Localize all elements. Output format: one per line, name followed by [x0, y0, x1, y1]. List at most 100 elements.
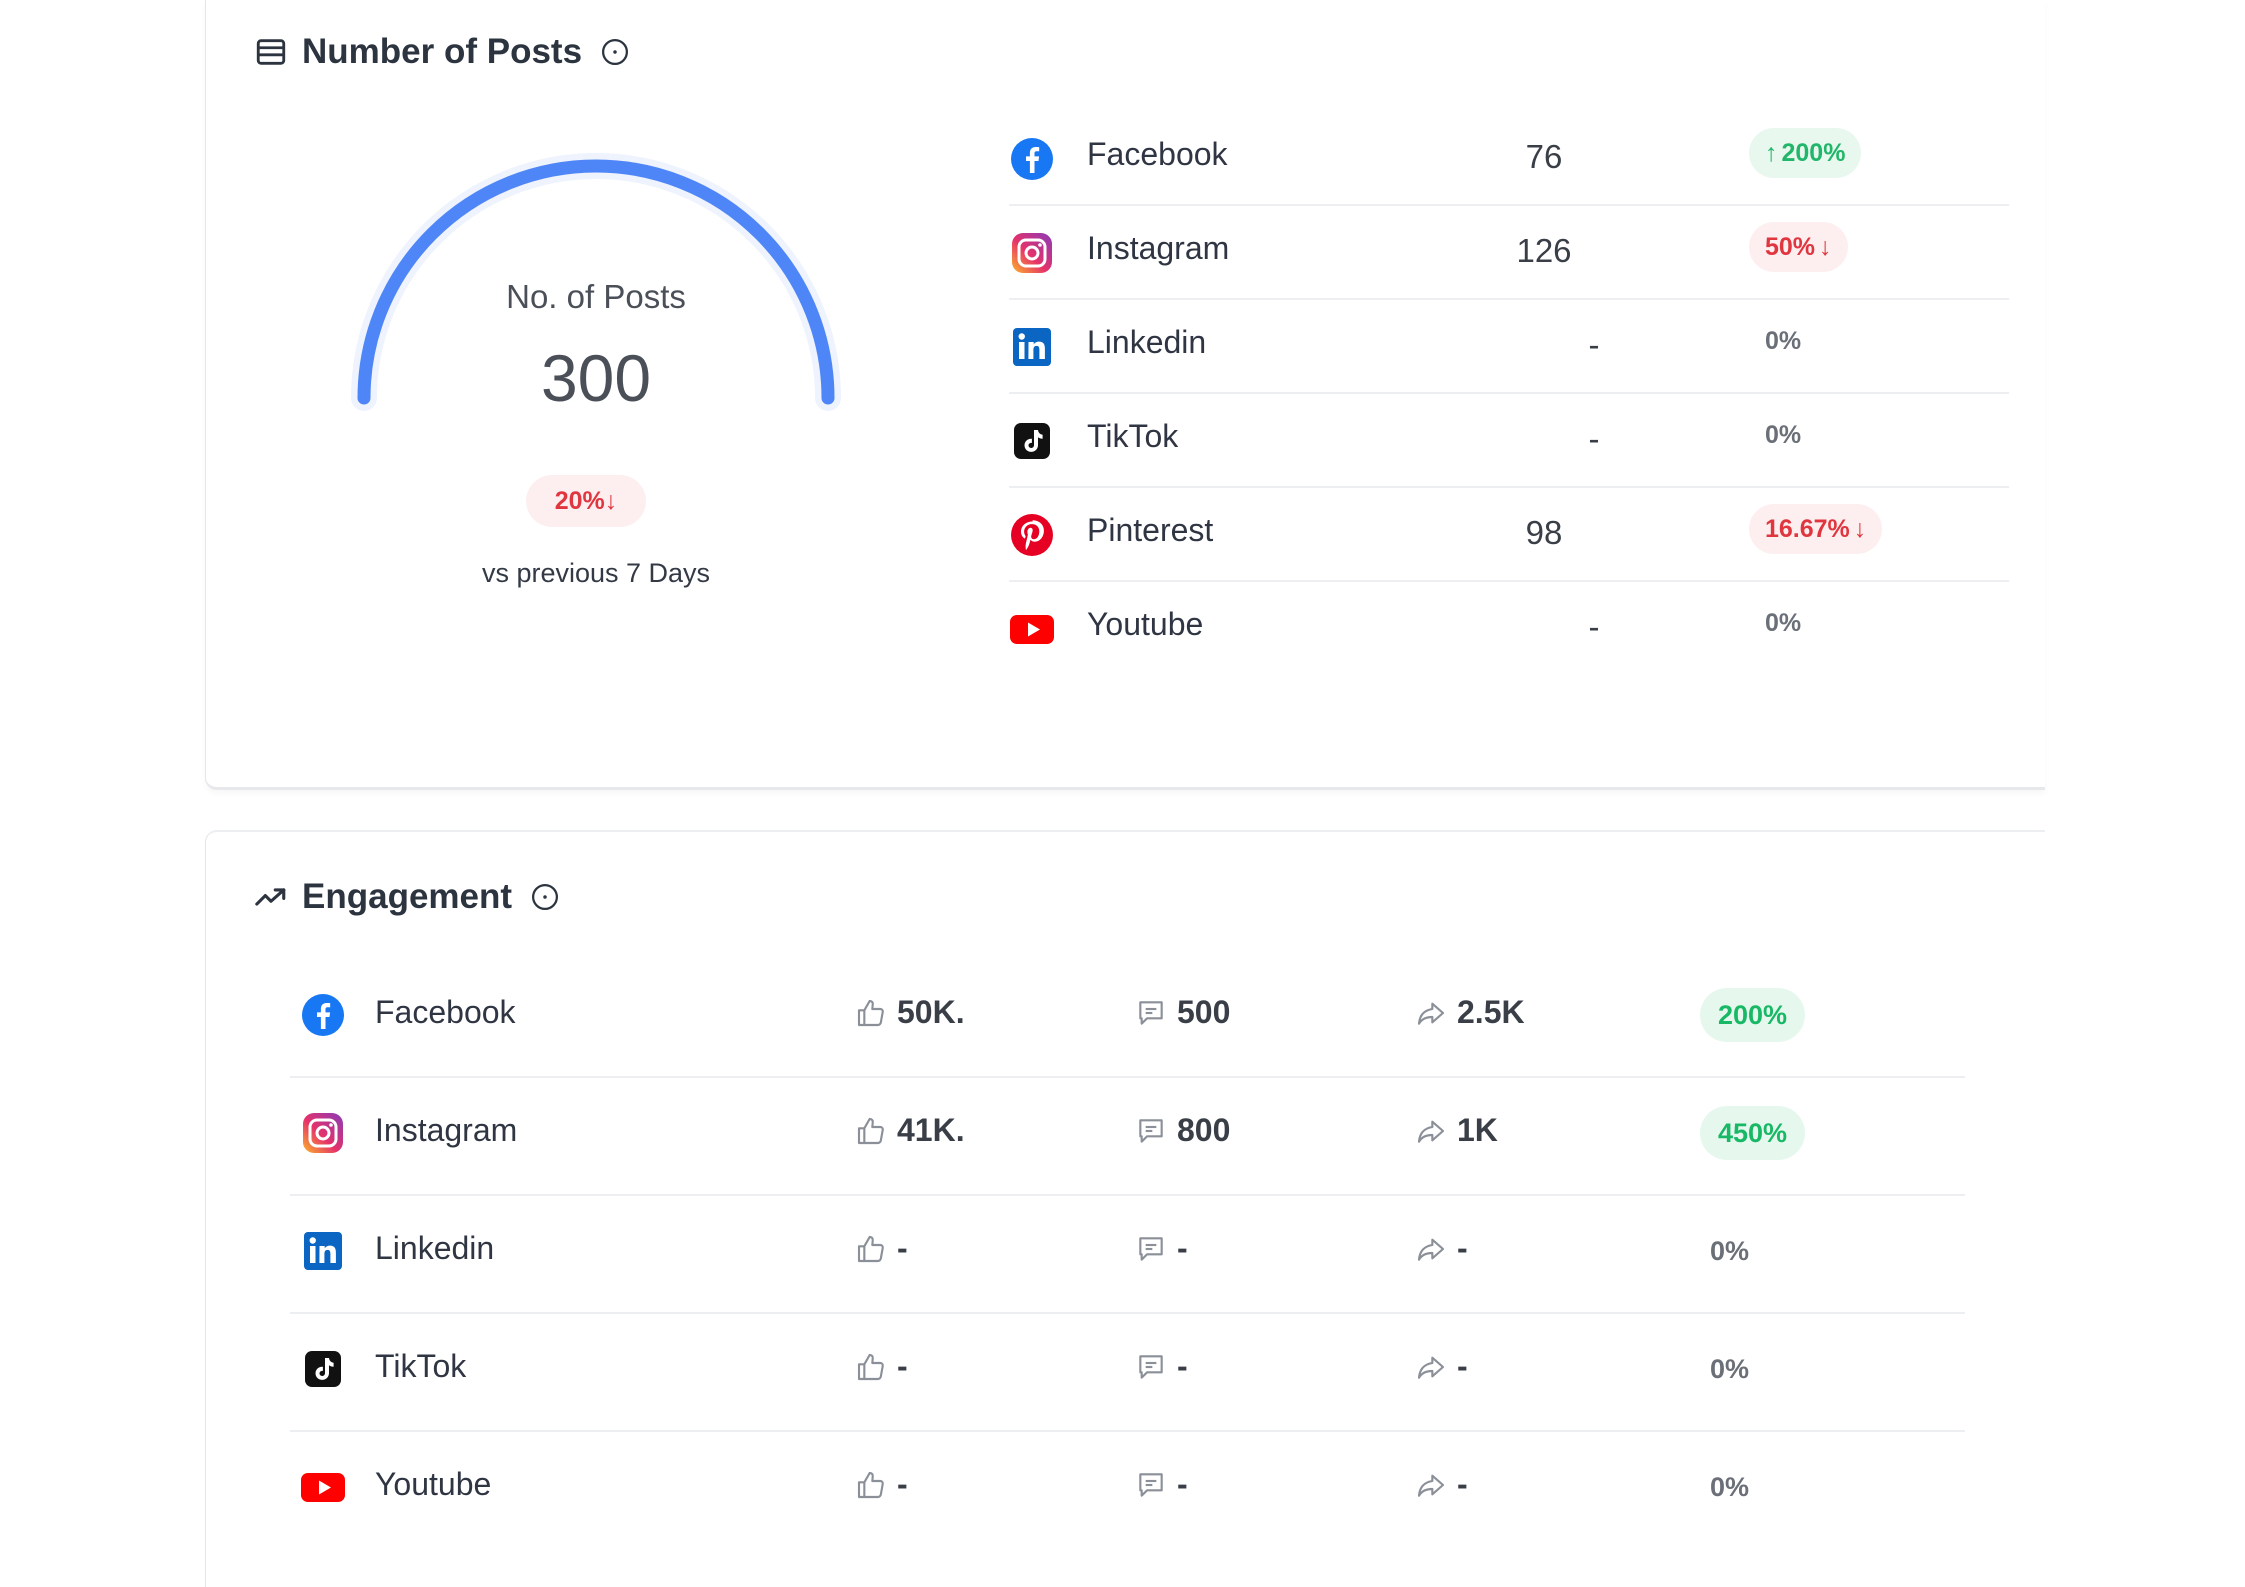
share-icon [1415, 1469, 1447, 1501]
info-icon[interactable] [600, 37, 630, 67]
gauge-value: 300 [540, 341, 652, 415]
comment-icon [1135, 1233, 1167, 1265]
post-count: - [1588, 608, 1600, 645]
platform-name: Instagram [375, 1112, 518, 1148]
change-badge: 0% [1765, 420, 1802, 449]
comment-icon [1135, 1115, 1167, 1147]
posts-row-pinterest: Pinterest 98 16.67% ↓ [1009, 488, 2009, 582]
arrow-up-icon: ↑ [1765, 138, 1778, 167]
facebook-icon [1009, 136, 1055, 182]
arrow-down-icon: ↓ [1819, 232, 1832, 261]
youtube-icon [300, 1464, 346, 1510]
arrow-down-icon: ↓ [604, 486, 618, 515]
posts-card: Number of Posts No. of Posts 300 20% ↓ v… [205, 0, 2045, 790]
platform-name: Pinterest [1087, 512, 1214, 548]
comments-metric: - [1135, 1348, 1188, 1385]
tiktok-icon [300, 1346, 346, 1392]
post-count: - [1588, 420, 1600, 457]
share-icon [1415, 1233, 1447, 1265]
linkedin-icon [300, 1228, 346, 1274]
comments-metric: - [1135, 1230, 1188, 1267]
share-icon [1415, 1115, 1447, 1147]
gauge-change-badge: 20% ↓ [526, 475, 646, 527]
instagram-icon [1009, 230, 1055, 276]
change-badge: 16.67% ↓ [1749, 504, 1883, 554]
posts-card-title: Number of Posts [302, 32, 583, 71]
platform-name: TikTok [1087, 418, 1179, 454]
linkedin-icon [1009, 324, 1055, 370]
thumbs-up-icon [855, 1115, 887, 1147]
shares-metric: - [1415, 1348, 1468, 1385]
change-badge: 200% [1700, 988, 1806, 1042]
posts-row-linkedin: Linkedin - 0% [1009, 300, 2009, 394]
change-badge: 0% [1710, 1353, 1750, 1384]
share-icon [1415, 997, 1447, 1029]
comments-metric: 800 [1135, 1112, 1230, 1149]
likes-metric: 50K. [855, 994, 965, 1031]
likes-metric: - [855, 1348, 908, 1385]
pinterest-icon [1009, 512, 1055, 558]
shares-metric: 2.5K [1415, 994, 1525, 1031]
arrow-down-icon: ↓ [1853, 514, 1867, 543]
post-count: - [1588, 326, 1600, 363]
post-count: 98 [1525, 514, 1563, 551]
engagement-card-title: Engagement [302, 877, 513, 916]
likes-metric: - [855, 1466, 908, 1503]
change-badge: 0% [1710, 1471, 1750, 1502]
comments-metric: - [1135, 1466, 1188, 1503]
platform-name: Instagram [1087, 230, 1230, 266]
thumbs-up-icon [855, 1233, 887, 1265]
instagram-icon [300, 1110, 346, 1156]
share-icon [1415, 1351, 1447, 1383]
platform-name: Linkedin [375, 1230, 495, 1266]
engagement-card-header: Engagement [254, 877, 560, 917]
platform-name: Linkedin [1087, 324, 1207, 360]
change-badge: 0% [1765, 326, 1802, 355]
posts-card-header: Number of Posts [254, 32, 630, 72]
list-icon [254, 35, 288, 69]
comment-icon [1135, 997, 1167, 1029]
tiktok-icon [1009, 418, 1055, 464]
platform-name: Youtube [375, 1466, 492, 1502]
engagement-row-youtube: Youtube - - - 0% [290, 1432, 1965, 1550]
post-count: 126 [1516, 232, 1572, 269]
engagement-row-linkedin: Linkedin - - - 0% [290, 1196, 1965, 1314]
engagement-row-facebook: Facebook 50K. 500 2.5K 200% [290, 960, 1965, 1078]
comment-icon [1135, 1351, 1167, 1383]
gauge-change-value: 20% [554, 486, 605, 515]
comments-metric: 500 [1135, 994, 1230, 1031]
gauge-arc [351, 153, 841, 411]
change-badge: 450% [1700, 1106, 1806, 1160]
posts-row-instagram: Instagram 126 50% ↓ [1009, 206, 2009, 300]
engagement-card: Engagement [205, 830, 2045, 1587]
thumbs-up-icon [855, 1469, 887, 1501]
change-badge: 0% [1710, 1235, 1750, 1266]
platform-name: Facebook [1087, 136, 1228, 172]
platform-name: Facebook [375, 994, 516, 1030]
thumbs-up-icon [855, 1351, 887, 1383]
info-icon[interactable] [530, 882, 560, 912]
platform-name: TikTok [375, 1348, 467, 1384]
trending-up-icon [254, 880, 288, 914]
gauge-label: No. of Posts [506, 278, 686, 315]
youtube-icon [1009, 606, 1055, 652]
change-badge: 0% [1765, 608, 1802, 637]
engagement-row-tiktok: TikTok - - - 0% [290, 1314, 1965, 1432]
posts-gauge: No. of Posts 300 [346, 150, 846, 420]
platform-name: Youtube [1087, 606, 1204, 642]
shares-metric: 1K [1415, 1112, 1498, 1149]
gauge-caption: vs previous 7 Days [481, 558, 711, 588]
engagement-row-instagram: Instagram 41K. 800 1K 450% [290, 1078, 1965, 1196]
likes-metric: 41K. [855, 1112, 965, 1149]
change-badge: 50% ↓ [1749, 222, 1848, 272]
thumbs-up-icon [855, 997, 887, 1029]
posts-row-youtube: Youtube - 0% [1009, 582, 2009, 676]
post-count: 76 [1525, 138, 1563, 175]
likes-metric: - [855, 1230, 908, 1267]
change-badge: ↑ 200% [1749, 128, 1862, 178]
facebook-icon [300, 992, 346, 1038]
shares-metric: - [1415, 1230, 1468, 1267]
comment-icon [1135, 1469, 1167, 1501]
posts-row-tiktok: TikTok - 0% [1009, 394, 2009, 488]
shares-metric: - [1415, 1466, 1468, 1503]
